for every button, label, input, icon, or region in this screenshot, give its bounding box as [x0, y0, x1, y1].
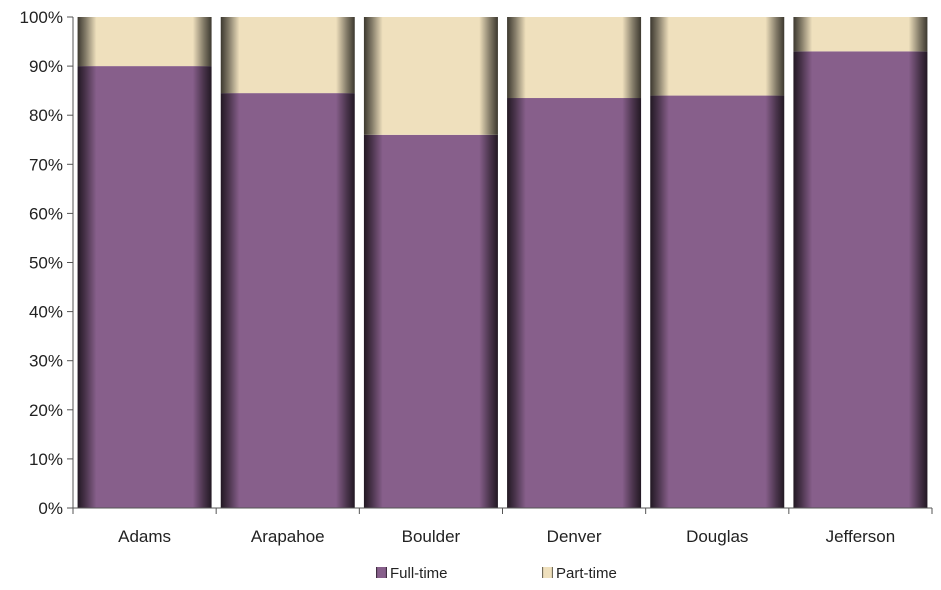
y-tick-label: 0%: [38, 499, 63, 518]
x-category-label: Douglas: [686, 527, 748, 546]
legend-label: Full-time: [390, 565, 448, 582]
bar-jefferson-part-time: [793, 17, 928, 52]
y-tick-label: 70%: [29, 155, 63, 174]
bars-group: [77, 17, 928, 509]
x-category-label: Boulder: [402, 527, 461, 546]
bar-denver-full-time: [507, 98, 642, 509]
x-category-label: Adams: [118, 527, 171, 546]
x-category-label: Denver: [547, 527, 602, 546]
bar-douglas-part-time: [650, 17, 785, 96]
legend-swatch-part-time: [542, 567, 553, 578]
bar-denver-part-time: [507, 17, 642, 99]
bar-adams-part-time: [77, 17, 212, 67]
y-tick-label: 40%: [29, 303, 63, 322]
x-category-label: Arapahoe: [251, 527, 325, 546]
y-tick-label: 60%: [29, 204, 63, 223]
axes-group: 0% 10% 20% 30% 40% 50% 60% 70% 80% 90% 100% Adams Ar…: [20, 8, 933, 546]
y-tick-label: 20%: [29, 401, 63, 420]
x-category-label: Jefferson: [826, 527, 896, 546]
bar-boulder-full-time: [363, 134, 498, 508]
y-tick-label: 80%: [29, 106, 63, 125]
bar-arapahoe-part-time: [220, 17, 355, 94]
legend: Full-time Part-time: [376, 565, 617, 582]
bar-jefferson-full-time: [793, 51, 928, 509]
y-tick-label: 100%: [20, 8, 63, 27]
y-tick-label: 90%: [29, 57, 63, 76]
bar-adams-full-time: [77, 66, 212, 508]
y-tick-label: 30%: [29, 352, 63, 371]
legend-label: Part-time: [556, 565, 617, 582]
bar-douglas-full-time: [650, 95, 785, 508]
bar-arapahoe-full-time: [220, 93, 355, 509]
bar-boulder-part-time: [363, 17, 498, 135]
y-tick-label: 10%: [29, 450, 63, 469]
legend-swatch-full-time: [376, 567, 387, 578]
y-tick-label: 50%: [29, 254, 63, 273]
